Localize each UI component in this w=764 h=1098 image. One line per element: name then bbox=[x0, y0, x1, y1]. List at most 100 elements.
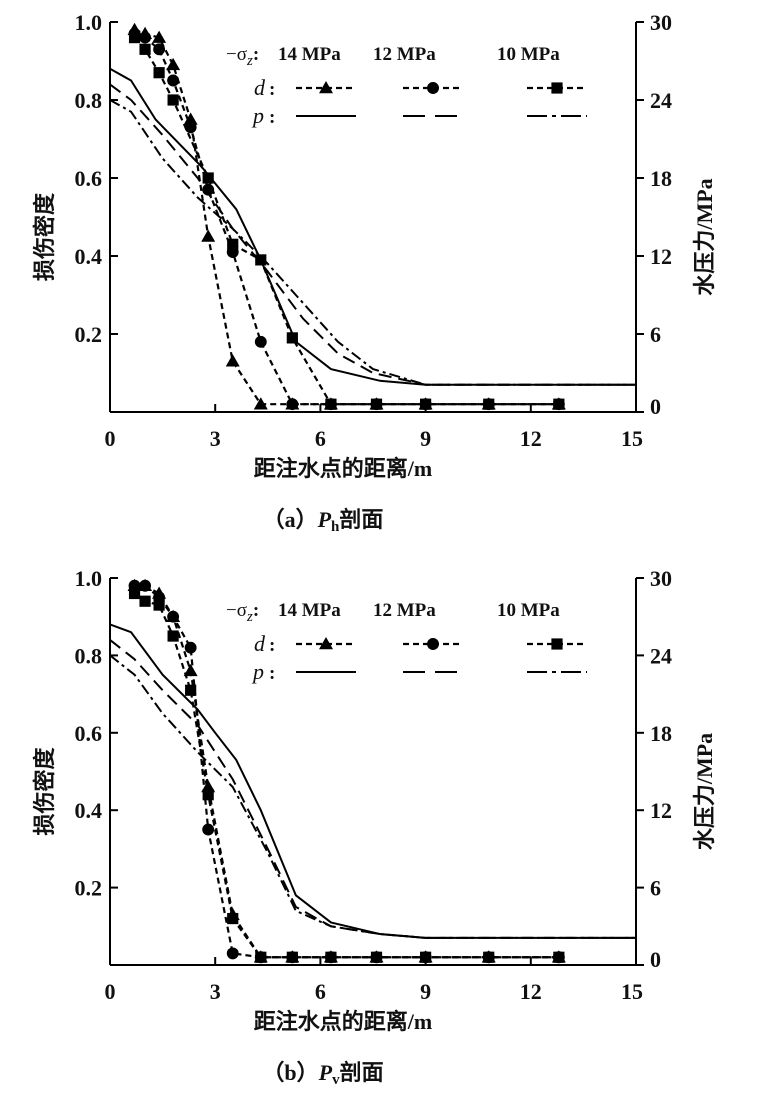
x-tick-label: 12 bbox=[520, 426, 542, 451]
caption-sub: v bbox=[332, 1072, 340, 1088]
x-tick-label: 0 bbox=[105, 979, 116, 1004]
damage-point-10-mpa bbox=[227, 238, 239, 250]
legend-level-label: 14 MPa bbox=[278, 600, 341, 621]
damage-point-12-mpa bbox=[226, 947, 239, 960]
y2-tick-label: 18 bbox=[650, 721, 672, 746]
x-tick-label: 9 bbox=[420, 979, 431, 1004]
y-axis-label: 损伤密度 bbox=[32, 747, 57, 836]
damage-point-10-mpa bbox=[255, 951, 267, 963]
x-tick-label: 15 bbox=[621, 979, 643, 1004]
x-tick-label: 12 bbox=[520, 979, 542, 1004]
damage-point-12-mpa bbox=[184, 641, 197, 654]
figure-caption: （b）Pv剖面 bbox=[262, 1060, 383, 1088]
damage-point-10-mpa bbox=[128, 32, 141, 44]
y2-tick-label: 30 bbox=[650, 566, 672, 591]
damage-point-10-mpa bbox=[255, 254, 267, 266]
y2-tick-label: 24 bbox=[650, 88, 672, 113]
x-axis-label: 距注水点的距离/m bbox=[254, 456, 432, 481]
damage-point-12-mpa bbox=[167, 74, 180, 87]
damage-point-10-mpa bbox=[167, 94, 179, 106]
legend-square-icon bbox=[551, 82, 563, 94]
legend-sigma-sub: z bbox=[246, 609, 253, 625]
damage-point-14-mpa bbox=[253, 397, 268, 410]
legend-d-label: d bbox=[254, 631, 266, 656]
damage-point-10-mpa bbox=[128, 587, 141, 600]
caption-prefix: （a） bbox=[263, 507, 318, 532]
damage-point-12-mpa bbox=[153, 43, 166, 56]
y2-tick-label: 6 bbox=[650, 322, 661, 347]
damage-point-12-mpa bbox=[202, 183, 215, 196]
damage-point-10-mpa bbox=[185, 684, 197, 696]
y-tick-label: 0.4 bbox=[75, 798, 103, 823]
damage-point-12-mpa bbox=[184, 121, 197, 134]
damage-point-10-mpa bbox=[370, 398, 383, 410]
legend-level-label: 12 MPa bbox=[373, 44, 436, 65]
y2-tick-label: 24 bbox=[650, 643, 672, 668]
legend-d-label: d bbox=[254, 75, 266, 100]
caption-sub: h bbox=[331, 519, 340, 535]
chart-a: 0 3 6 9 12 15 0.2 0.4 0.6 0.8 1.0 0 6 12 18 24 30 距注水点的距离… bbox=[32, 10, 717, 535]
damage-point-12-mpa bbox=[254, 335, 267, 348]
figure-caption: （a）Ph剖面 bbox=[263, 507, 384, 535]
damage-point-14-mpa bbox=[201, 229, 216, 242]
legend-p-colon: : bbox=[269, 663, 275, 684]
damage-point-12-mpa bbox=[202, 823, 215, 836]
damage-point-10-mpa bbox=[420, 951, 432, 963]
legend-d-colon: : bbox=[269, 635, 275, 656]
y-tick-label: 1.0 bbox=[75, 10, 103, 35]
caption-suffix: 剖面 bbox=[340, 1060, 384, 1085]
legend-circle-icon bbox=[427, 82, 439, 94]
y-tick-label: 0.8 bbox=[75, 643, 103, 668]
legend-sigma-symbol: −σ bbox=[226, 44, 247, 65]
damage-point-10-mpa bbox=[139, 43, 151, 55]
damage-point-14-mpa bbox=[152, 30, 167, 43]
legend-sigma: −σz: bbox=[226, 600, 259, 625]
y2-tick-label: 30 bbox=[650, 10, 672, 35]
damage-point-10-mpa bbox=[153, 67, 165, 79]
x-tick-label: 9 bbox=[420, 426, 431, 451]
damage-point-10-mpa bbox=[286, 332, 298, 344]
damage-point-10-mpa bbox=[553, 951, 565, 963]
damage-line-12-mpa bbox=[134, 584, 559, 959]
damage-point-10-mpa bbox=[370, 951, 383, 963]
damage-point-12-mpa bbox=[167, 610, 180, 623]
x-tick-label: 0 bbox=[105, 426, 116, 451]
damage-point-10-mpa bbox=[420, 398, 432, 410]
caption-var: P bbox=[318, 1060, 333, 1085]
y2-tick-label: 0 bbox=[650, 394, 661, 419]
legend-p-label: p bbox=[251, 103, 264, 128]
y-tick-label: 0.6 bbox=[75, 721, 103, 746]
legend-level-label: 12 MPa bbox=[373, 600, 436, 621]
damage-point-14-mpa bbox=[183, 112, 198, 125]
damage-point-10-mpa bbox=[325, 951, 337, 963]
legend-d-colon: : bbox=[269, 79, 275, 100]
pressure-line-12-mpa bbox=[109, 83, 636, 386]
damage-point-10-mpa bbox=[286, 951, 298, 963]
y2-axis-label: 水压力/MPa bbox=[692, 733, 717, 850]
legend-sigma-symbol: −σ bbox=[226, 600, 247, 621]
damage-point-12-mpa bbox=[139, 31, 152, 44]
legend-sigma-sub: z bbox=[246, 53, 253, 69]
legend-sigma-colon: : bbox=[253, 44, 259, 65]
y-tick-label: 0.2 bbox=[75, 876, 103, 901]
y2-tick-label: 6 bbox=[650, 876, 661, 901]
caption-suffix: 剖面 bbox=[339, 507, 383, 532]
legend-level-label: 10 MPa bbox=[497, 600, 560, 621]
damage-point-10-mpa bbox=[483, 951, 495, 963]
y2-tick-label: 12 bbox=[650, 244, 672, 269]
damage-point-10-mpa bbox=[202, 172, 214, 184]
legend-level-label: 10 MPa bbox=[497, 44, 560, 65]
damage-point-10-mpa bbox=[325, 398, 337, 410]
pressure-line-10-mpa bbox=[109, 654, 636, 939]
damage-line-14-mpa bbox=[134, 584, 559, 959]
y-tick-label: 0.2 bbox=[75, 322, 103, 347]
legend-circle-icon bbox=[427, 638, 439, 650]
damage-point-10-mpa bbox=[227, 912, 239, 925]
x-tick-label: 6 bbox=[315, 979, 326, 1004]
legend-level-label: 14 MPa bbox=[278, 44, 341, 65]
legend-p-colon: : bbox=[269, 107, 275, 128]
y2-tick-label: 0 bbox=[650, 947, 661, 972]
